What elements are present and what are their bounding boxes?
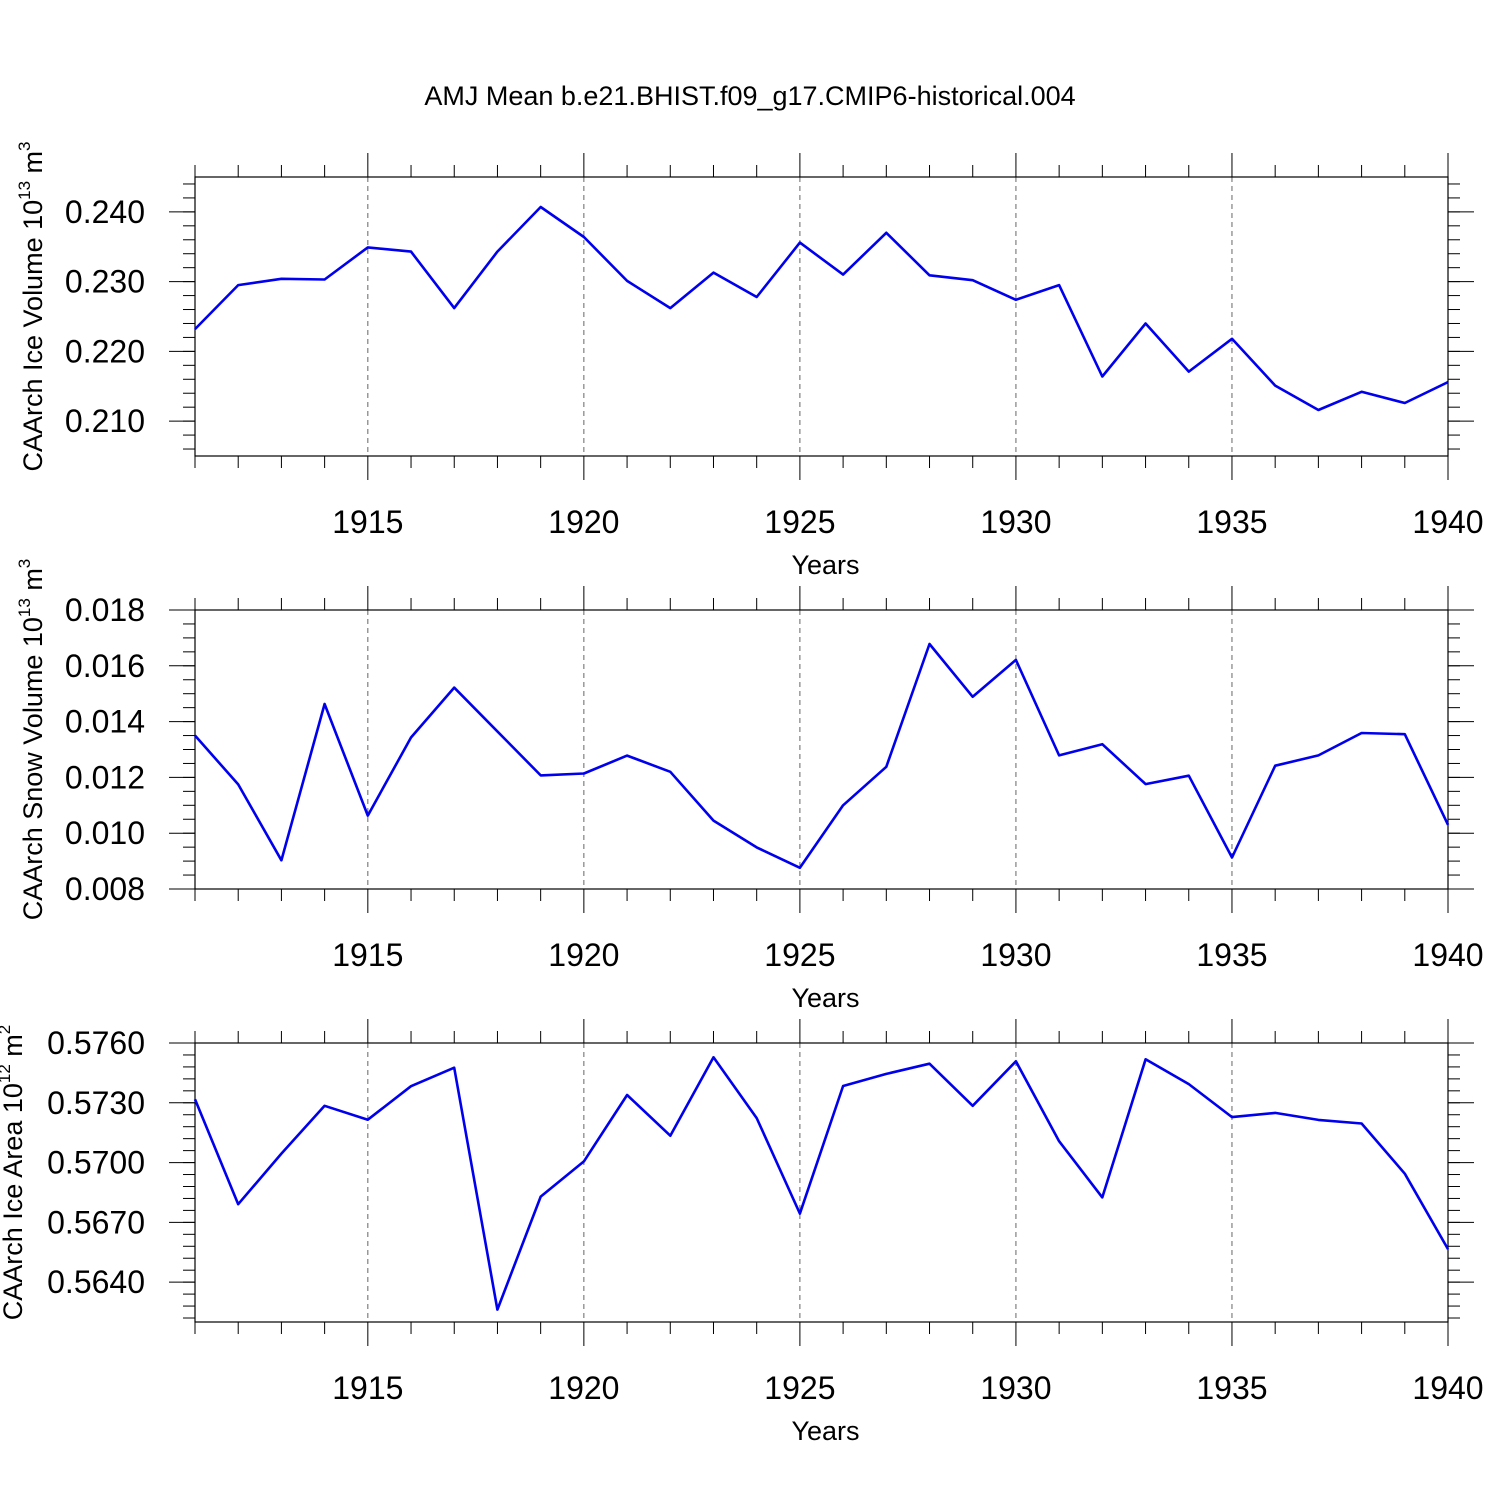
series-line: [193, 1056, 1450, 1311]
x-tick-label: 1935: [1196, 937, 1267, 973]
panel-3: 0.5640 0.5670 0.5700 0.5730 0.5760 1915 1920 19…: [0, 1019, 1484, 1446]
figure-title: AMJ Mean b.e21.BHIST.f09_g17.CMIP6-histo…: [424, 81, 1075, 111]
y-tick-label: 0.210: [65, 403, 145, 439]
x-tick-label: 1920: [548, 1370, 619, 1406]
x-tick-label: 1930: [980, 504, 1051, 540]
x-tick-label: 1925: [764, 937, 835, 973]
x-tick-label: 1935: [1196, 504, 1267, 540]
y-tick-label: 0.5640: [47, 1264, 145, 1300]
x-tick-label: 1935: [1196, 1370, 1267, 1406]
series-line: [194, 642, 1450, 870]
x-tick-label: 1920: [548, 937, 619, 973]
y-tick-label: 0.014: [65, 704, 145, 740]
x-tick-label: 1915: [332, 1370, 403, 1406]
y-tick-label: 0.018: [65, 592, 145, 628]
x-tick-label: 1930: [980, 1370, 1051, 1406]
panel-2: 0.008 0.010 0.012 0.014 0.016 0.018 1915 1920 19…: [15, 559, 1484, 1013]
y-tick-label: 0.240: [65, 194, 145, 230]
y-axis-label: CAArch Ice Volume 1013 m3: [15, 141, 48, 471]
x-tick-label: 1925: [764, 504, 835, 540]
y-tick-label: 0.5700: [47, 1145, 145, 1181]
x-tick-label: 1920: [548, 504, 619, 540]
y-tick-label: 0.010: [65, 815, 145, 851]
y-tick-label: 0.016: [65, 648, 145, 684]
plot-frame: [194, 609, 1449, 890]
y-axis-label: CAArch Snow Volume 1013 m3: [15, 559, 48, 921]
panel-1: 0.210 0.220 0.230 0.240 1915 1920 1925 1930 1935…: [15, 141, 1484, 580]
x-tick-label: 1925: [764, 1370, 835, 1406]
y-tick-label: 0.220: [65, 333, 145, 369]
y-tick-label: 0.5760: [47, 1025, 145, 1061]
y-tick-label: 0.5670: [47, 1204, 145, 1240]
x-tick-label: 1940: [1412, 1370, 1483, 1406]
y-tick-label: 0.012: [65, 759, 145, 795]
x-tick-label: 1930: [980, 937, 1051, 973]
x-tick-label: 1915: [332, 504, 403, 540]
plot-frame: [194, 176, 1449, 457]
x-axis-label: Years: [791, 1416, 859, 1446]
x-axis-label: Years: [791, 983, 859, 1013]
x-tick-label: 1940: [1412, 937, 1483, 973]
series-line: [194, 205, 1449, 412]
x-tick-label: 1915: [332, 937, 403, 973]
y-axis-label: CAArch Ice Area 1012 m2: [0, 1025, 28, 1321]
x-tick-label: 1940: [1412, 504, 1483, 540]
y-tick-label: 0.230: [65, 264, 145, 300]
x-axis-label: Years: [791, 550, 859, 580]
y-tick-label: 0.008: [65, 871, 145, 907]
plot-frame: [194, 1042, 1449, 1323]
y-tick-label: 0.5730: [47, 1085, 145, 1121]
